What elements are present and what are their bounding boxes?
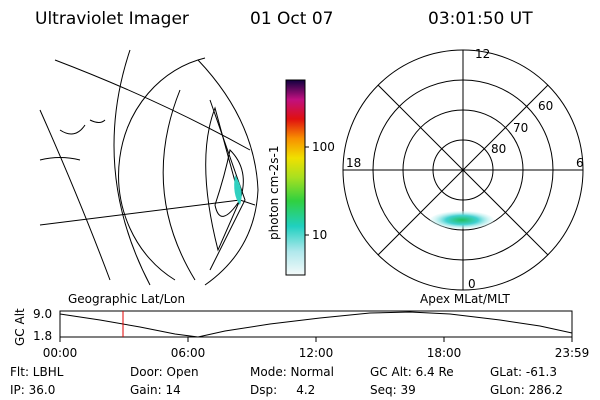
info-field: Dsp: 4.2 [250, 383, 315, 397]
info-field: GLat: -61.3 [490, 365, 557, 379]
info-field: GC Alt: 6.4 Re [370, 365, 454, 379]
colorbar-tick-label: 100 [312, 140, 335, 154]
strip-x-tick-label: 23:59 [555, 346, 590, 360]
colorbar-unit: photon cm-2s-1 [267, 146, 281, 241]
title: Ultraviolet Imager [35, 9, 189, 29]
lat-label: 80 [491, 142, 506, 156]
strip-x-tick-label: 12:00 [299, 346, 334, 360]
info-field: GLon: 286.2 [490, 383, 563, 397]
lat-label: 70 [513, 121, 528, 135]
time: 03:01:50 UT [428, 9, 533, 29]
date: 01 Oct 07 [250, 9, 333, 29]
strip-right-title: Apex MLat/MLT [420, 292, 510, 306]
strip-left-title: Geographic Lat/Lon [68, 292, 185, 306]
info-field: Gain: 14 [130, 383, 181, 397]
strip-y-label: GC Alt [13, 308, 27, 346]
mlt-label: 0 [468, 277, 476, 291]
strip-y-tick: 1.8 [33, 329, 52, 343]
mlt-label: 12 [475, 47, 490, 61]
polar-plot [342, 49, 584, 291]
colorbar-tick-label: 10 [312, 228, 327, 242]
strip-frame [59, 310, 573, 338]
strip-x-tick-label: 06:00 [171, 346, 206, 360]
info-field: Mode: Normal [250, 365, 334, 379]
strip-y-tick: 9.0 [33, 307, 52, 321]
colorbar [285, 79, 306, 276]
info-field: Door: Open [130, 365, 199, 379]
lat-label: 60 [538, 99, 553, 113]
mlt-label: 6 [576, 156, 584, 170]
strip-x-tick-label: 18:00 [427, 346, 462, 360]
geo-map [39, 49, 259, 286]
altitude-curve [59, 311, 573, 338]
strip-x-tick-label: 00:00 [43, 346, 78, 360]
info-field: Flt: LBHL [10, 365, 64, 379]
info-field: IP: 36.0 [10, 383, 55, 397]
info-field: Seq: 39 [370, 383, 416, 397]
mlt-label: 18 [346, 156, 361, 170]
